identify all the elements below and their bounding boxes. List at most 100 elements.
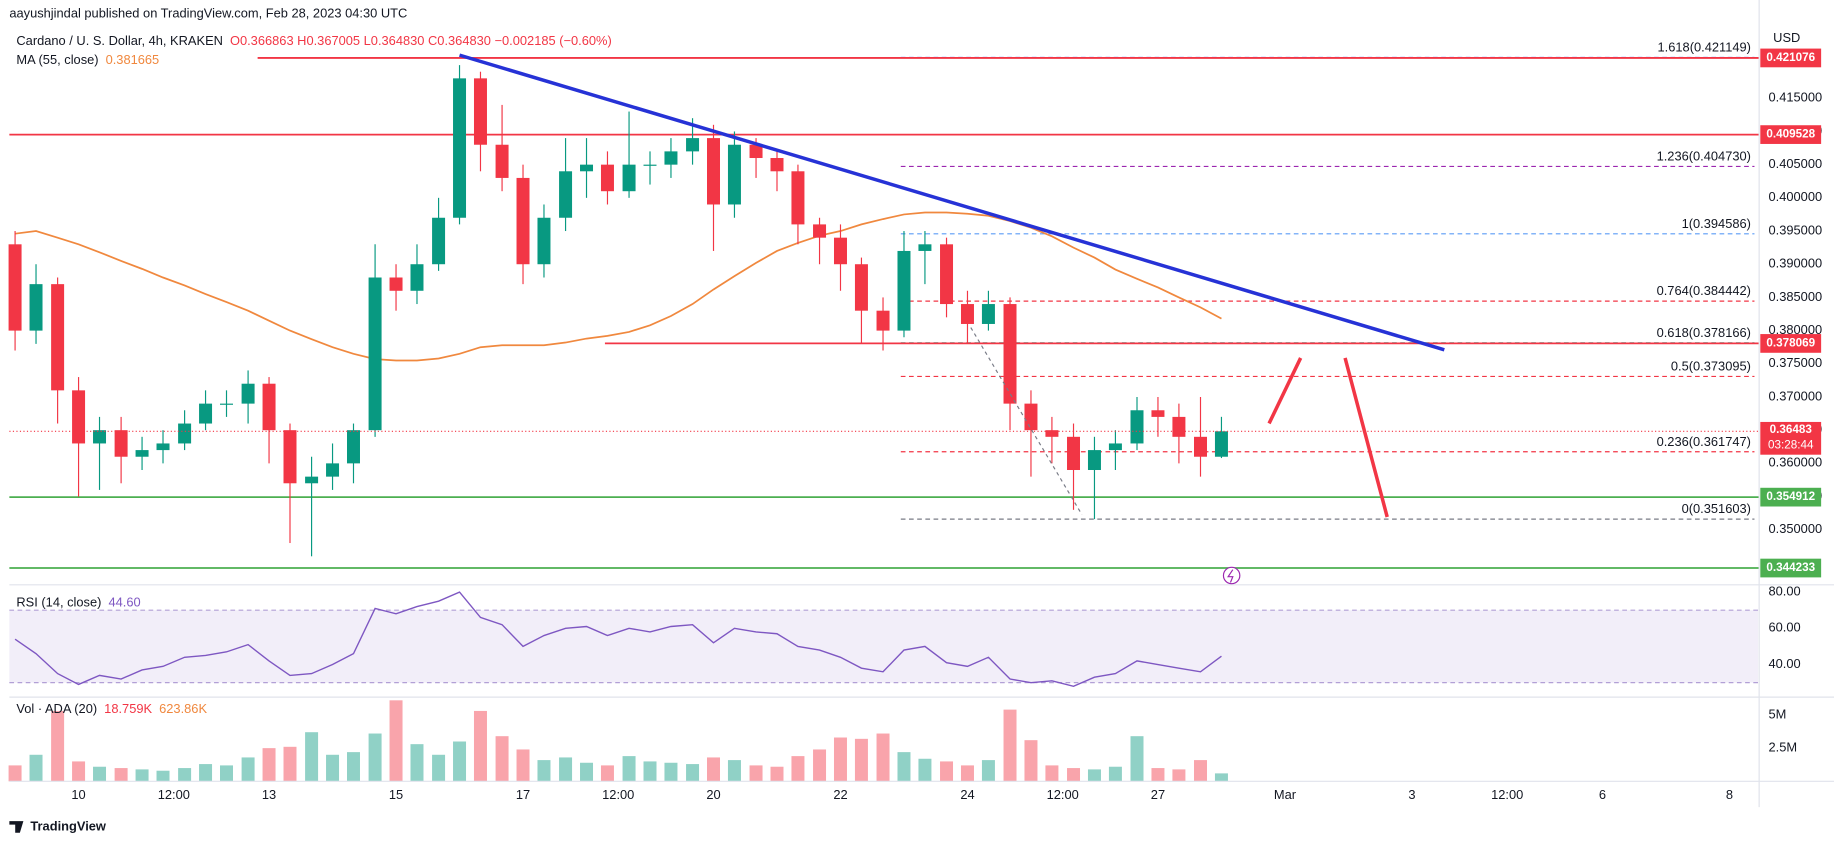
candle-body xyxy=(1130,410,1144,444)
candle-body xyxy=(1194,436,1207,457)
y-tick-label: 0.350000 xyxy=(1769,521,1823,536)
y-tick-label: 0.375000 xyxy=(1769,355,1823,370)
rsi-value: 44.60 xyxy=(108,595,140,610)
volume-bar xyxy=(813,749,827,782)
candle-body xyxy=(368,277,382,431)
volume-bar xyxy=(516,749,530,782)
volume-bar xyxy=(473,710,487,782)
volume-bar xyxy=(770,766,784,782)
candle-body xyxy=(389,277,403,291)
volume-bar xyxy=(346,752,360,782)
volume-bar xyxy=(1194,760,1207,782)
symbol: Cardano / U. S. Dollar, 4h, KRAKEN xyxy=(16,34,223,49)
y-tick-label: 0.400000 xyxy=(1769,189,1823,204)
candle-body xyxy=(622,164,636,192)
candle-body xyxy=(432,217,446,265)
ohlc: O0.366863 H0.367005 L0.364830 C0.364830 … xyxy=(230,34,612,49)
x-tick-label: 12:00 xyxy=(602,787,634,802)
candle-body xyxy=(1003,304,1017,404)
volume-bar xyxy=(960,765,974,782)
volume-tick-label: 2.5M xyxy=(1769,740,1798,755)
candle-body xyxy=(473,78,487,145)
volume-bar xyxy=(1024,740,1038,782)
trendline xyxy=(459,53,1445,352)
candle-body xyxy=(51,284,65,391)
candle-body xyxy=(707,138,720,205)
x-tick-label: 3 xyxy=(1408,787,1415,802)
rsi-legend: RSI (14, close) 44.60 xyxy=(16,595,140,610)
candle-body xyxy=(8,244,22,331)
fib-label: 1.236(0.404730) xyxy=(1657,148,1751,163)
x-tick-label: 6 xyxy=(1599,787,1606,802)
level-box xyxy=(1760,48,1822,68)
volume-bar xyxy=(897,752,911,782)
volume-bar xyxy=(918,758,932,782)
candle-body xyxy=(559,171,573,218)
level-label: 0.421076 xyxy=(1766,51,1815,64)
x-tick-label: 15 xyxy=(389,787,403,802)
volume-bar xyxy=(707,757,720,782)
rsi-name: RSI (14, close) xyxy=(16,595,101,610)
volume-bar xyxy=(559,757,573,782)
y-tick-label: 0.405000 xyxy=(1769,156,1823,171)
volume-legend: Vol · ADA (20) 18.759K 623.86K xyxy=(16,701,207,716)
candle-body xyxy=(960,304,974,324)
volume-bar xyxy=(1214,773,1228,782)
countdown: 03:28:44 xyxy=(1768,438,1814,451)
rsi-line xyxy=(14,591,1222,688)
volume-stat: 18.759K xyxy=(104,701,152,716)
fib-label: 0.5(0.373095) xyxy=(1671,358,1751,373)
volume-bar xyxy=(453,741,467,782)
x-tick-label: 10 xyxy=(71,787,85,802)
candle-body xyxy=(305,476,319,484)
footer-icon xyxy=(9,821,24,833)
candle-body xyxy=(241,383,255,404)
volume-bar xyxy=(580,762,594,782)
x-tick-label: 17 xyxy=(516,787,530,802)
volume-bar xyxy=(51,710,65,782)
fib-label: 0(0.351603) xyxy=(1682,501,1751,516)
volume-bar xyxy=(1172,769,1186,782)
volume-bar xyxy=(1087,769,1101,782)
y-tick-label: 0.370000 xyxy=(1769,388,1823,403)
volume-bar xyxy=(600,765,614,782)
last-price-label: 0.36483 xyxy=(1770,423,1813,436)
y-tick-label: 0.390000 xyxy=(1769,256,1823,271)
x-tick-label: 20 xyxy=(706,787,720,802)
x-tick-label: 12:00 xyxy=(1491,787,1523,802)
volume-bar xyxy=(854,738,868,782)
candle-body xyxy=(537,217,551,265)
volume-bar xyxy=(749,765,763,782)
volume-bar xyxy=(220,765,234,782)
level-label: 0.354912 xyxy=(1766,490,1815,503)
candle-body xyxy=(135,450,149,457)
volume-bar xyxy=(622,756,636,782)
candle-body xyxy=(770,158,784,172)
candle-body xyxy=(29,284,43,331)
fib-label: 1.618(0.421149) xyxy=(1658,39,1751,54)
candle-body xyxy=(1067,436,1081,471)
header: aayushjindal published on TradingView.co… xyxy=(9,5,407,20)
candle-body xyxy=(686,138,700,152)
volume-bar xyxy=(686,764,700,782)
candle-body xyxy=(156,443,170,451)
x-tick-label: 27 xyxy=(1151,787,1165,802)
y-tick-label: 0.415000 xyxy=(1769,90,1823,105)
candle-body xyxy=(346,430,360,464)
volume-bar xyxy=(876,733,890,782)
volume-bar xyxy=(156,770,170,782)
volume-bar xyxy=(178,768,192,782)
volume-bar xyxy=(643,761,657,782)
volume-bar xyxy=(1130,736,1144,782)
y-tick-label: 0.380000 xyxy=(1769,322,1823,337)
ma-value: 0.381665 xyxy=(106,52,160,67)
volume-bar xyxy=(791,756,805,782)
candle-body xyxy=(643,164,657,166)
currency: USD xyxy=(1773,30,1800,45)
volume-bar xyxy=(940,761,954,782)
candle-body xyxy=(664,151,678,165)
volume-bar xyxy=(135,769,149,782)
x-tick-label: 13 xyxy=(262,787,276,802)
